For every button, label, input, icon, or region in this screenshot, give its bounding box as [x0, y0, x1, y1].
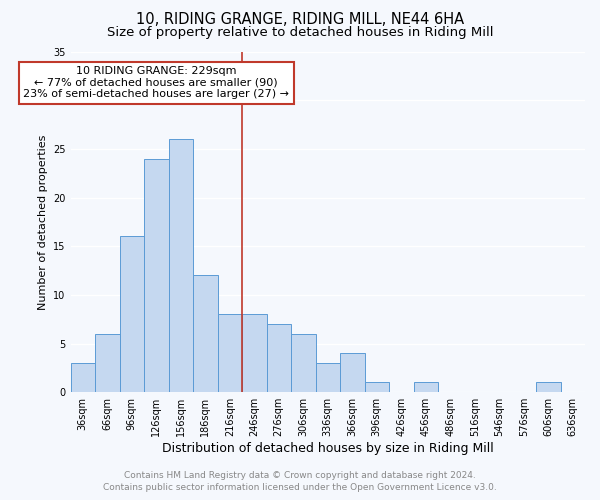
- Bar: [119, 236, 144, 392]
- Bar: [365, 382, 389, 392]
- Bar: [266, 324, 291, 392]
- Text: Size of property relative to detached houses in Riding Mill: Size of property relative to detached ho…: [107, 26, 493, 39]
- Bar: [242, 314, 266, 392]
- Bar: [144, 158, 169, 392]
- Text: Contains HM Land Registry data © Crown copyright and database right 2024.
Contai: Contains HM Land Registry data © Crown c…: [103, 471, 497, 492]
- X-axis label: Distribution of detached houses by size in Riding Mill: Distribution of detached houses by size …: [162, 442, 494, 455]
- Bar: [316, 363, 340, 392]
- Y-axis label: Number of detached properties: Number of detached properties: [38, 134, 47, 310]
- Bar: [340, 354, 365, 392]
- Bar: [536, 382, 560, 392]
- Bar: [169, 139, 193, 392]
- Text: 10, RIDING GRANGE, RIDING MILL, NE44 6HA: 10, RIDING GRANGE, RIDING MILL, NE44 6HA: [136, 12, 464, 28]
- Bar: [95, 334, 119, 392]
- Bar: [71, 363, 95, 392]
- Bar: [413, 382, 438, 392]
- Text: 10 RIDING GRANGE: 229sqm
← 77% of detached houses are smaller (90)
23% of semi-d: 10 RIDING GRANGE: 229sqm ← 77% of detach…: [23, 66, 289, 100]
- Bar: [193, 276, 218, 392]
- Bar: [291, 334, 316, 392]
- Bar: [218, 314, 242, 392]
